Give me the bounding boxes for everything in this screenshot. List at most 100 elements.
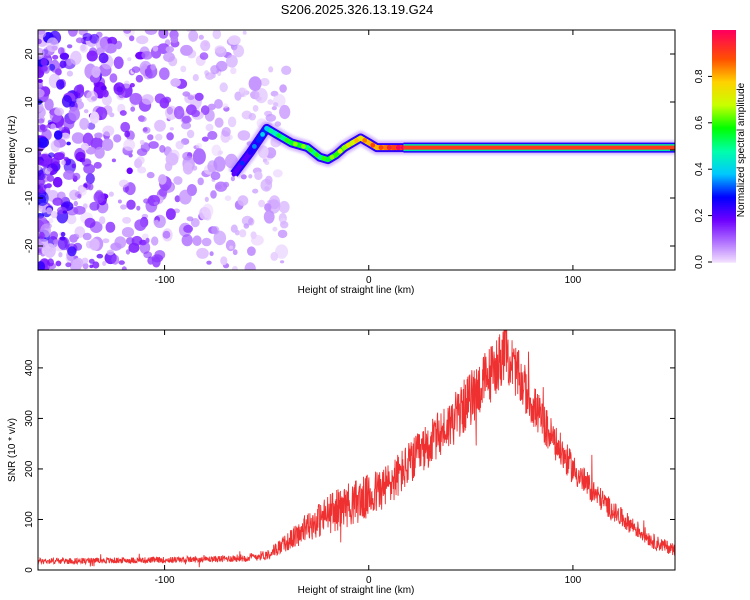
colorbar-slice: [712, 242, 736, 245]
noise-blob: [260, 178, 273, 192]
colorbar-slice: [712, 202, 736, 205]
noise-blob: [169, 127, 174, 131]
track-bead: [308, 147, 313, 153]
colorbar-slice: [712, 174, 736, 177]
noise-blob: [124, 130, 131, 138]
noise-blob: [53, 130, 63, 140]
colorbar-tick-label: 0.8: [694, 69, 705, 83]
colorbar-gradient: [712, 30, 736, 263]
noise-blob: [123, 80, 130, 89]
noise-blob: [263, 210, 275, 224]
noise-blob: [141, 233, 149, 240]
noise-blob: [62, 210, 67, 214]
noise-blob: [83, 109, 89, 114]
noise-blob: [159, 145, 166, 153]
colorbar-slice: [712, 218, 736, 221]
noise-blob: [155, 133, 163, 141]
noise-blob: [123, 30, 132, 34]
colorbar-slice: [712, 188, 736, 191]
noise-blob: [255, 88, 268, 104]
noise-blob: [259, 78, 270, 87]
noise-blob: [89, 47, 97, 57]
colorbar-slice: [712, 186, 736, 189]
noise-blob: [99, 216, 106, 225]
colorbar-slice: [712, 240, 736, 243]
colorbar-slice: [712, 68, 736, 71]
colorbar-tick-label: 0.4: [694, 162, 705, 176]
colorbar-slice: [712, 84, 736, 87]
noise-blob: [47, 167, 53, 172]
noise-blob: [111, 158, 116, 163]
noise-blob: [73, 205, 86, 215]
noise-blob: [186, 129, 195, 139]
snr-background: [38, 330, 675, 570]
noise-blob: [267, 200, 272, 204]
noise-blob: [81, 257, 89, 264]
noise-blob: [224, 195, 232, 201]
track-bead: [252, 144, 257, 149]
noise-blob: [151, 254, 163, 263]
noise-blob: [96, 253, 104, 259]
noise-blob: [137, 166, 147, 174]
noise-blob: [105, 221, 116, 233]
noise-blob: [82, 232, 92, 241]
noise-blob: [67, 246, 77, 257]
snr-series: [38, 330, 675, 568]
noise-blob: [206, 260, 212, 265]
noise-blob: [69, 234, 78, 243]
noise-blob: [38, 261, 46, 270]
colorbar-slice: [712, 110, 736, 113]
colorbar-slice: [712, 184, 736, 187]
y-tick-label: 0: [24, 567, 35, 573]
noise-blob: [38, 184, 41, 190]
track-bead: [370, 142, 376, 148]
noise-blob: [90, 137, 104, 150]
colorbar-slice: [712, 108, 736, 111]
colorbar-slice: [712, 30, 736, 33]
track-bead: [321, 156, 327, 161]
noise-blob: [233, 44, 245, 58]
noise-blob: [128, 153, 133, 158]
noise-blob: [115, 40, 123, 50]
noise-blob: [63, 170, 75, 181]
noise-blob: [72, 172, 81, 181]
colorbar-slice: [712, 58, 736, 61]
noise-blob: [163, 52, 175, 63]
colorbar-slice: [712, 198, 736, 201]
noise-blob: [66, 141, 71, 146]
colorbar-slice: [712, 60, 736, 63]
colorbar-slice: [712, 258, 736, 261]
noise-blob: [230, 224, 238, 233]
noise-blob: [89, 111, 100, 124]
noise-blob: [126, 167, 133, 175]
noise-blob: [102, 238, 110, 244]
colorbar-slice: [712, 160, 736, 163]
colorbar-slice: [712, 232, 736, 235]
noise-blob: [145, 198, 158, 213]
noise-blob: [190, 218, 200, 228]
noise-blob: [254, 171, 263, 180]
noise-blob: [214, 99, 223, 109]
colorbar-slice: [712, 118, 736, 121]
noise-blob: [170, 78, 181, 87]
snr-y-ticks: 0 100 200 300 400: [24, 359, 675, 573]
noise-blob: [54, 107, 65, 116]
noise-blob: [207, 130, 218, 140]
noise-blob: [222, 103, 229, 109]
noise-blob: [230, 176, 235, 182]
x-tick-label: 100: [565, 275, 582, 286]
noise-blob: [98, 52, 109, 64]
noise-blob: [272, 226, 278, 232]
colorbar-slice: [712, 50, 736, 53]
colorbar-label: Normalized spectral amplitude: [736, 82, 747, 217]
colorbar-slice: [712, 36, 736, 39]
colorbar-slice: [712, 230, 736, 233]
noise-blob: [57, 47, 65, 55]
spectrogram-y-ticks: -20 -10 0 10 20: [24, 48, 675, 253]
colorbar-slice: [712, 138, 736, 141]
noise-blob: [166, 132, 174, 141]
noise-blob: [38, 38, 42, 45]
noise-blob: [66, 70, 73, 77]
colorbar-slice: [712, 56, 736, 59]
noise-blob: [197, 177, 204, 186]
